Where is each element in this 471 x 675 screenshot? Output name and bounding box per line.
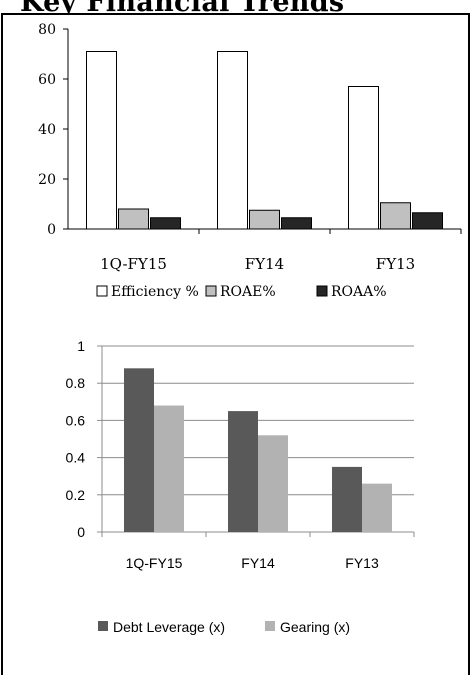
leverage-chart: 0 0.2 0.4 0.6 0.8 1 1Q-FY15 FY14 FY13 Debt Levera… [66,338,415,635]
y-tick-label: 40 [38,122,56,138]
bar [249,209,280,230]
bar [258,435,288,532]
bar [150,217,181,230]
y-tick-label: 0.4 [66,450,86,466]
y-tick-label: 80 [38,22,56,38]
bar [118,208,149,230]
legend-swatch [98,621,108,631]
y-tick-label: 0 [77,524,85,540]
bar [217,51,248,230]
bar [124,368,154,532]
y-tick-label: 0.2 [66,487,86,503]
x-tick-label: 1Q-FY15 [100,255,167,273]
x-tick-label: FY13 [376,255,415,273]
page-title: Key Financial Trends [20,0,344,14]
financial-ratios-chart: 0 20 40 60 80 1Q-FY15 FY14 FY13 Efficiency % ROAE… [38,22,462,300]
x-tick-label: FY14 [245,255,284,273]
y-tick-label: 0 [47,222,56,238]
y-tick-label: 1 [77,338,85,354]
x-tick-label: FY14 [241,555,275,571]
legend-swatch [96,285,108,297]
y-tick-label: 60 [38,72,56,88]
bar [86,51,117,230]
title-band: Key Financial Trends [0,0,471,14]
content-frame [1,13,470,675]
bar [348,86,379,230]
bar [332,466,362,532]
legend-label: ROAE% [220,284,276,300]
y-tick-label: 20 [38,172,56,188]
bar [228,411,258,532]
x-tick-label: FY13 [345,555,379,571]
bar [281,217,312,230]
y-tick-label: 0.6 [66,412,86,428]
legend-label: Efficiency % [111,284,199,300]
bar [362,483,392,532]
legend-swatch [265,621,275,631]
legend-label: Gearing (x) [280,619,350,635]
legend-swatch [205,285,217,297]
legend-label: Debt Leverage (x) [113,619,225,635]
y-tick-label: 0.8 [66,375,86,391]
legend-label: ROAA% [331,284,387,300]
x-tick-label: 1Q-FY15 [126,555,183,571]
bar [380,202,411,230]
bar [154,405,184,532]
bar [412,212,443,230]
legend-swatch [316,285,328,297]
